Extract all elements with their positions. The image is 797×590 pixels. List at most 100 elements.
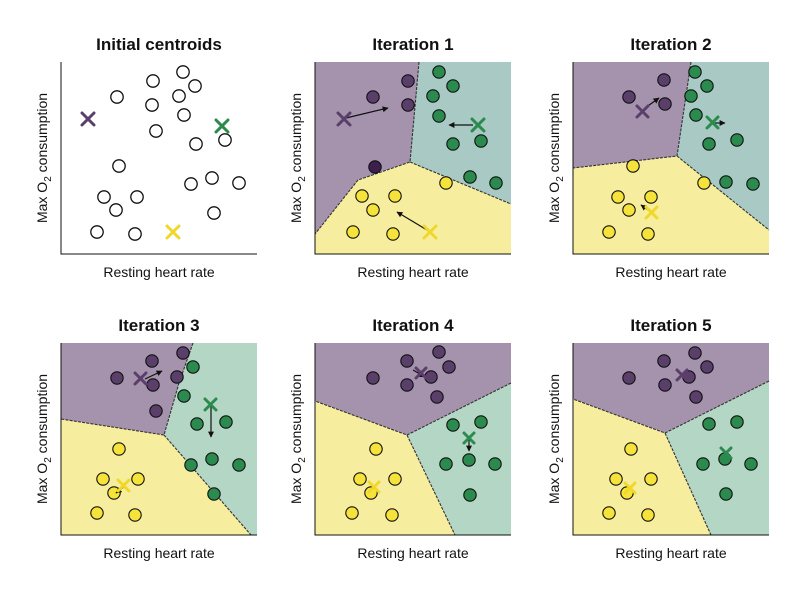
data-point — [446, 79, 460, 93]
panel-iteration-2: Iteration 2 — [546, 35, 770, 280]
plot-axes — [60, 62, 257, 255]
data-point — [177, 108, 191, 122]
region-boundary — [572, 380, 770, 536]
data-point — [112, 159, 126, 173]
data-point — [462, 453, 476, 467]
data-point — [145, 98, 159, 112]
panel-title: Iteration 3 — [118, 316, 199, 335]
data-point — [353, 472, 367, 486]
data-point — [602, 506, 616, 520]
data-point — [689, 108, 703, 122]
x-axis-label: Resting heart rate — [357, 545, 468, 561]
data-point — [657, 73, 671, 87]
region-yellow — [315, 162, 511, 254]
data-point — [97, 190, 111, 204]
data-points-purple — [622, 346, 714, 404]
data-point — [746, 177, 760, 191]
data-point — [90, 506, 104, 520]
data-point — [146, 378, 160, 392]
data-point — [149, 404, 163, 418]
centroid-yellow — [165, 224, 181, 240]
panel-iteration-3: Iteration 3 — [34, 316, 257, 561]
data-point — [641, 508, 655, 522]
region-yellow — [573, 156, 769, 254]
panel-title: Iteration 2 — [630, 35, 711, 54]
data-point — [432, 109, 446, 123]
data-point — [644, 190, 658, 204]
cluster-regions — [314, 61, 512, 254]
data-point — [602, 225, 616, 239]
data-point — [446, 418, 460, 432]
y-axis-label: Max O2 consumption — [34, 374, 54, 504]
centroid-moves — [345, 106, 473, 231]
data-point — [702, 417, 716, 431]
data-point — [400, 378, 414, 392]
data-points — [90, 65, 246, 241]
data-point — [658, 378, 672, 392]
data-points-green — [684, 65, 760, 191]
move-arrow-purple — [144, 370, 163, 380]
data-point — [128, 227, 142, 241]
region-yellow — [315, 401, 455, 535]
panel-iteration-4: Iteration 4 — [288, 316, 512, 561]
data-points-purple — [110, 346, 190, 418]
data-point — [719, 175, 733, 189]
data-point — [176, 346, 190, 360]
data-point — [219, 415, 233, 429]
centroid-green — [203, 397, 218, 412]
data-point — [700, 79, 714, 93]
x-axis-label: Resting heart rate — [615, 264, 726, 280]
data-point — [146, 74, 160, 88]
data-point — [442, 360, 456, 374]
data-point — [205, 171, 219, 185]
data-points-purple — [366, 345, 456, 404]
plot-axes — [572, 343, 769, 536]
data-point — [622, 90, 636, 104]
centroid-yellow — [422, 224, 438, 240]
panel-title: Iteration 1 — [372, 35, 453, 54]
data-points-yellow — [602, 442, 658, 522]
region-boundary — [314, 61, 512, 235]
cluster-regions — [314, 343, 512, 536]
panel-iteration-1: Iteration 1 — [288, 35, 512, 280]
region-purple — [315, 62, 419, 234]
plot-axes — [314, 62, 511, 255]
centroid-green — [470, 117, 486, 133]
data-point — [189, 137, 203, 151]
data-point — [145, 354, 159, 368]
data-point — [463, 488, 477, 502]
data-point — [110, 90, 124, 104]
y-axis-label: Max O2 consumption — [34, 93, 54, 223]
data-point — [432, 65, 446, 79]
cluster-regions — [572, 61, 770, 254]
panel-initial-centroids: Initial centroids — [34, 35, 257, 280]
data-point — [446, 137, 460, 151]
data-point — [624, 442, 638, 456]
data-point — [386, 227, 400, 241]
data-point — [401, 98, 415, 112]
panel-title: Initial centroids — [96, 35, 222, 54]
data-point — [401, 74, 415, 88]
centroid-purple — [414, 366, 428, 380]
data-point — [488, 457, 502, 471]
centroid-purple — [80, 111, 96, 127]
data-point — [463, 170, 477, 184]
centroid-yellow — [367, 480, 381, 494]
data-point — [689, 390, 703, 404]
data-point — [658, 97, 672, 111]
centroid-purple — [675, 368, 689, 382]
y-axis-label: Max O2 consumption — [288, 374, 308, 504]
data-point — [112, 442, 126, 456]
plot-axes — [572, 62, 769, 255]
data-point — [207, 487, 221, 501]
data-point — [644, 472, 658, 486]
data-point — [684, 89, 698, 103]
data-points-yellow — [90, 442, 145, 522]
data-point — [744, 457, 758, 471]
data-point — [149, 124, 163, 138]
centroid-yellow — [116, 478, 131, 493]
data-points-yellow — [345, 442, 402, 522]
x-axis-label: Resting heart rate — [615, 545, 726, 561]
data-point — [366, 203, 380, 217]
data-point — [184, 458, 198, 472]
